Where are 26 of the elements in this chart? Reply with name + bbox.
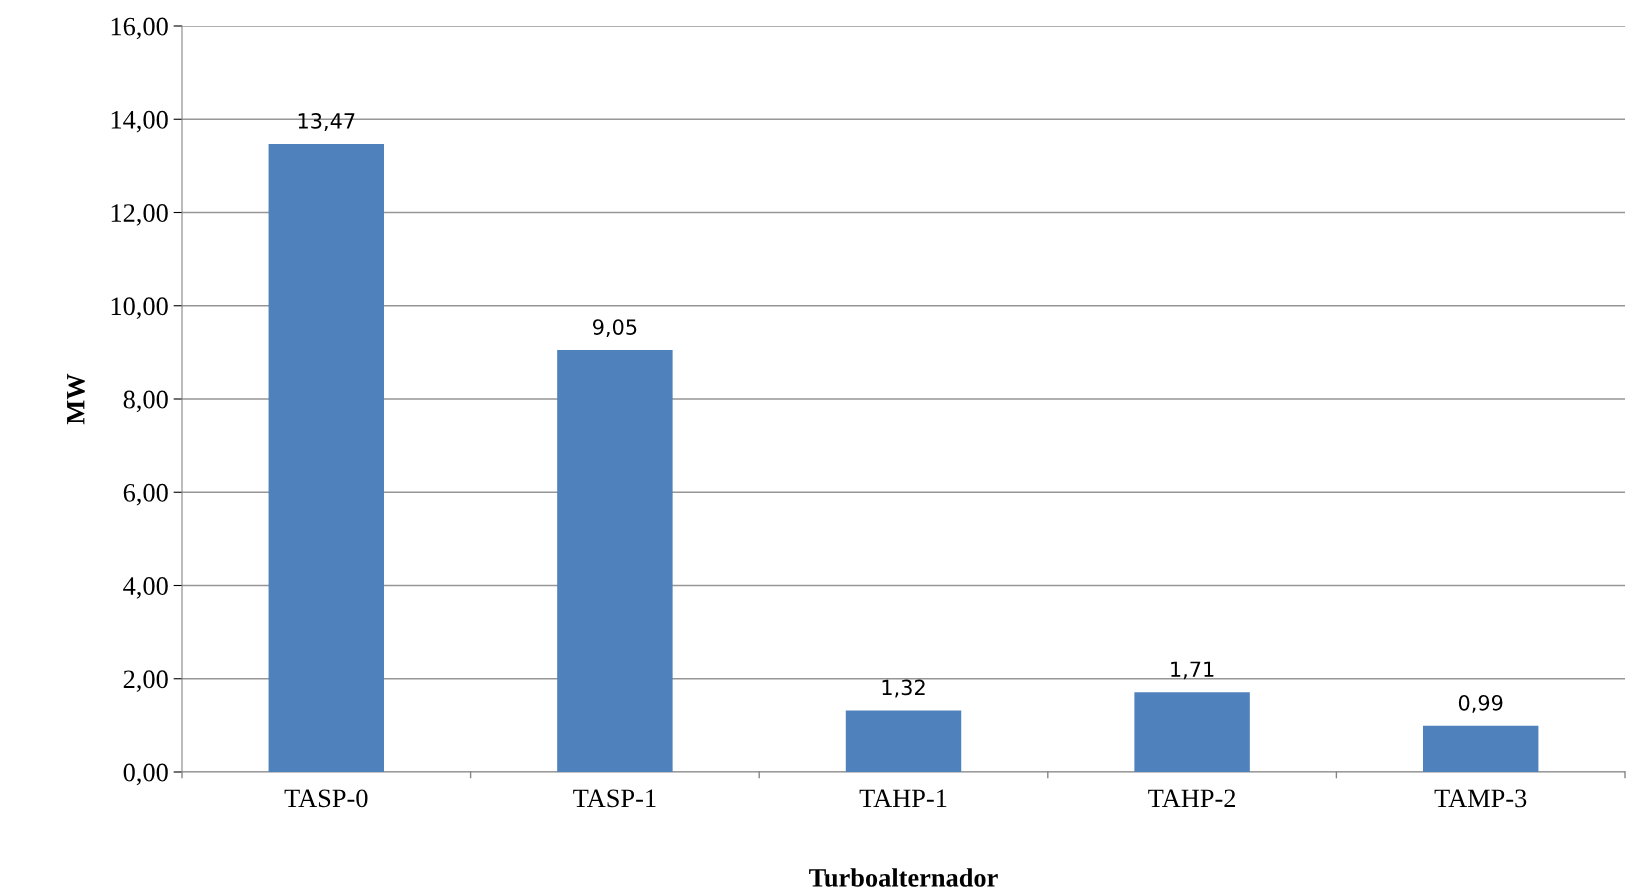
bar [1422,725,1539,772]
x-axis-title: Turboalternador [809,868,998,887]
x-tick-label: TAHP-1 [859,789,947,807]
data-label: 0,99 [1458,694,1503,713]
y-tick-label: 0,00 [123,763,168,786]
bar [557,350,673,772]
bar [1134,692,1250,772]
y-axis-title: MW [67,373,85,425]
y-tick-label: 4,00 [123,577,168,599]
y-tick-label: 6,00 [123,483,168,506]
y-tick-label: 8,00 [123,390,168,413]
bar [268,143,385,772]
y-tick-label: 14,00 [111,110,168,133]
x-tick-label: TAMP-3 [1434,789,1527,808]
y-tick-label: 16,00 [111,17,168,40]
data-label: 13,47 [298,113,355,131]
data-label: 1,32 [882,679,925,698]
y-tick-label: 12,00 [111,204,168,226]
x-tick-label: TASP-0 [284,789,368,808]
y-tick-label: 2,00 [123,670,168,692]
data-label: 1,71 [1171,661,1214,680]
x-tick-label: TAHP-2 [1148,789,1236,807]
x-tick-label: TASP-1 [573,789,656,808]
y-tick-label: 10,00 [111,297,168,319]
data-label: 9,05 [593,319,637,338]
bar [845,710,962,772]
